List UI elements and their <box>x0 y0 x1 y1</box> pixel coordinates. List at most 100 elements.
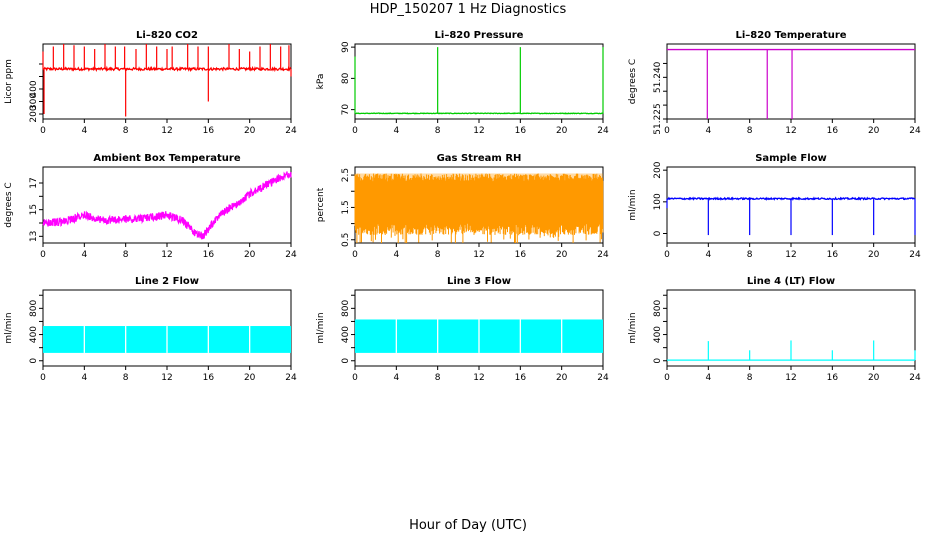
panel-2: Li–820 Pressure 0 4 8 12 16 20 24 70 80 90 kPa <box>316 30 609 136</box>
x-tick-label: 4 <box>393 373 399 383</box>
x-tick-label: 16 <box>203 126 215 136</box>
x-tick-label: 4 <box>393 250 399 260</box>
y-tick-label: 800 <box>29 299 39 316</box>
x-tick-label: 12 <box>161 250 172 260</box>
series-points <box>354 173 604 243</box>
x-tick-label: 0 <box>352 250 358 260</box>
x-tick-label: 24 <box>909 373 921 383</box>
panel-title: Sample Flow <box>755 153 827 164</box>
x-tick-label: 20 <box>868 250 880 260</box>
y-axis-label: degrees C <box>4 182 14 227</box>
x-tick-label: 8 <box>435 373 441 383</box>
y-tick-label: 80 <box>341 72 351 84</box>
y-tick-label: 1.5 <box>341 200 351 214</box>
x-tick-label: 24 <box>597 126 609 136</box>
y-tick-label: 800 <box>341 299 351 316</box>
x-tick-label: 12 <box>473 373 484 383</box>
x-tick-label: 16 <box>515 373 527 383</box>
x-tick-label: 24 <box>597 373 609 383</box>
x-tick-label: 8 <box>747 250 753 260</box>
y-tick-label: 400 <box>341 326 351 343</box>
y-tick-label: 0 <box>341 358 351 364</box>
y-axis-label: Licor ppm <box>4 59 14 104</box>
panel-title: Gas Stream RH <box>437 153 522 164</box>
y-axis-label: ml/min <box>4 312 14 343</box>
y-tick-label: 0 <box>653 358 663 364</box>
series-line <box>354 112 604 115</box>
y-tick-label: 51.225 <box>653 103 663 135</box>
x-tick-label: 16 <box>827 126 839 136</box>
panel-title: Line 2 Flow <box>135 276 199 287</box>
x-tick-label: 0 <box>40 373 46 383</box>
y-tick-label: 200 <box>29 105 39 122</box>
y-axis-label: percent <box>316 187 326 222</box>
x-tick-label: 4 <box>393 126 399 136</box>
y-tick-label: 300 <box>29 93 39 110</box>
panel-4: Ambient Box Temperature 0 4 8 12 16 20 24 13 15 17… <box>4 153 297 260</box>
x-tick-label: 0 <box>664 126 670 136</box>
series-line <box>42 171 292 240</box>
x-tick-label: 20 <box>556 250 568 260</box>
figure-title: HDP_150207 1 Hz Diagnostics <box>369 2 567 17</box>
x-tick-label: 20 <box>244 250 256 260</box>
x-tick-label: 4 <box>705 373 711 383</box>
y-axis-label: degrees C <box>628 59 638 104</box>
panel-7: Line 2 Flow 0 4 8 12 16 20 24 0 400 800 ml/min <box>4 276 297 383</box>
panel-title: Li–820 Pressure <box>435 30 524 41</box>
x-tick-label: 24 <box>909 250 921 260</box>
x-tick-label: 12 <box>473 126 484 136</box>
panel-title: Line 4 (LT) Flow <box>747 276 835 287</box>
y-tick-label: 15 <box>29 204 39 215</box>
x-tick-label: 24 <box>285 126 297 136</box>
x-tick-label: 12 <box>161 126 172 136</box>
panel-8: Line 3 Flow 0 4 8 12 16 20 24 0 400 800 ml/min <box>316 276 609 383</box>
y-axis-label: ml/min <box>628 189 638 220</box>
x-tick-label: 0 <box>352 126 358 136</box>
y-tick-label: 13 <box>29 231 39 242</box>
panel-title: Li–820 CO2 <box>136 30 198 41</box>
panel-9: Line 4 (LT) Flow 0 4 8 12 16 20 24 0 400 800 ml/min <box>628 276 921 383</box>
x-tick-label: 8 <box>123 373 129 383</box>
plot-frame <box>42 166 292 244</box>
y-axis-label: kPa <box>316 74 326 90</box>
x-tick-label: 8 <box>435 250 441 260</box>
x-tick-label: 20 <box>244 126 256 136</box>
y-tick-label: 100 <box>653 193 663 210</box>
y-tick-label: 70 <box>341 104 351 116</box>
x-tick-label: 12 <box>785 250 796 260</box>
x-tick-label: 20 <box>868 373 880 383</box>
y-tick-label: 90 <box>341 41 351 53</box>
panel-3: Li–820 Temperature 0 4 8 12 16 20 24 51.225 51.24… <box>628 30 921 136</box>
y-tick-label: 51.240 <box>653 61 663 93</box>
x-tick-label: 8 <box>747 126 753 136</box>
x-tick-label: 24 <box>285 373 297 383</box>
y-tick-label: 400 <box>29 326 39 343</box>
x-tick-label: 4 <box>81 126 87 136</box>
x-tick-label: 20 <box>556 373 568 383</box>
x-tick-label: 24 <box>597 250 609 260</box>
x-tick-label: 16 <box>515 250 527 260</box>
panel-5: Gas Stream RH 0 4 8 12 16 20 24 0.5 1.5 2.5 percent <box>316 153 609 260</box>
panel-title: Line 3 Flow <box>447 276 511 287</box>
x-tick-label: 20 <box>244 373 256 383</box>
y-tick-label: 0 <box>29 358 39 364</box>
x-tick-label: 0 <box>40 250 46 260</box>
plot-frame <box>666 43 916 120</box>
x-tick-label: 0 <box>352 373 358 383</box>
x-axis-title: Hour of Day (UTC) <box>409 518 527 533</box>
x-tick-label: 4 <box>81 373 87 383</box>
x-tick-label: 16 <box>827 373 839 383</box>
x-tick-label: 0 <box>40 126 46 136</box>
y-tick-label: 2.5 <box>341 168 351 182</box>
x-tick-label: 0 <box>664 373 670 383</box>
x-tick-label: 12 <box>785 126 796 136</box>
y-tick-label: 200 <box>653 161 663 178</box>
panel-title: Ambient Box Temperature <box>93 153 240 164</box>
y-tick-label: 400 <box>653 326 663 343</box>
y-axis-label: ml/min <box>316 312 326 343</box>
plot-frame <box>354 43 604 120</box>
x-tick-label: 24 <box>909 126 921 136</box>
y-tick-label: 0.5 <box>341 233 351 247</box>
